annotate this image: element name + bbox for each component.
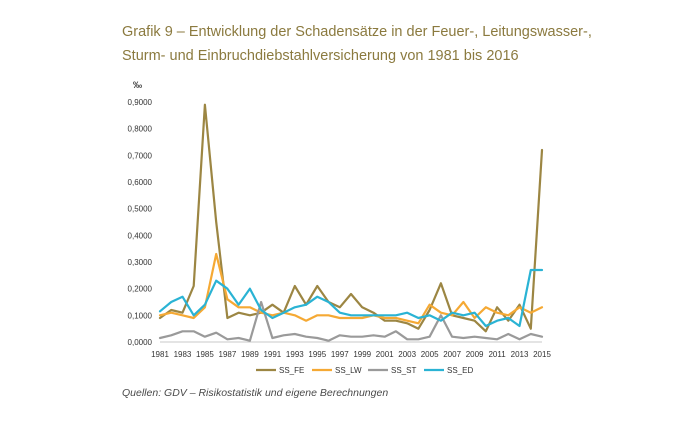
x-tick-label: 1989	[241, 350, 259, 359]
x-tick-label: 2007	[443, 350, 461, 359]
series-line-ss-fe	[158, 103, 544, 333]
y-tick-label: 0,7000	[128, 151, 153, 160]
series-line-ss-ed	[158, 268, 544, 328]
legend-label-ss-st: SS_ST	[391, 366, 416, 375]
y-tick-label: 0,6000	[128, 178, 153, 187]
x-tick-label: 2001	[376, 350, 394, 359]
y-tick-label: 0,8000	[128, 125, 153, 134]
x-tick-label: 1985	[196, 350, 214, 359]
x-tick-label: 2003	[398, 350, 416, 359]
x-tick-label: 2009	[466, 350, 484, 359]
y-tick-label: 0,0000	[128, 338, 153, 347]
series-line-ss-st	[158, 300, 544, 342]
x-tick-label: 2005	[421, 350, 439, 359]
y-tick-label: 0,9000	[128, 98, 153, 107]
y-tick-label: 0,3000	[128, 258, 153, 267]
x-tick-label: 1997	[331, 350, 349, 359]
chart-title: Grafik 9 – Entwicklung der Schadensätze …	[122, 20, 622, 68]
source-note: Quellen: GDV – Risikostatistik und eigen…	[122, 387, 389, 399]
chart-title-line-1: Grafik 9 – Entwicklung der Schadensätze …	[122, 24, 592, 40]
x-tick-label: 1995	[308, 350, 326, 359]
y-tick-label: 0,5000	[128, 205, 153, 214]
x-tick-label: 1987	[219, 350, 237, 359]
x-tick-label: 1999	[353, 350, 371, 359]
y-tick-label: 0,2000	[128, 285, 153, 294]
x-tick-label: 1991	[263, 350, 281, 359]
x-tick-label: 1993	[286, 350, 304, 359]
x-tick-label: 2013	[511, 350, 529, 359]
x-tick-label: 1981	[151, 350, 169, 359]
y-tick-label: 0,1000	[128, 311, 153, 320]
y-axis-unit-label: ‰	[133, 80, 142, 90]
legend-label-ss-fe: SS_FE	[279, 366, 304, 375]
legend-label-ss-ed: SS_ED	[447, 366, 473, 375]
x-tick-label: 2015	[533, 350, 551, 359]
legend-label-ss-lw: SS_LW	[335, 366, 362, 375]
chart-title-line-2: Sturm- und Einbruchdiebstahlversicherung…	[122, 48, 519, 64]
x-tick-label: 2011	[488, 350, 506, 359]
x-tick-label: 1983	[174, 350, 192, 359]
series-line-ss-lw	[158, 252, 544, 325]
y-tick-label: 0,4000	[128, 231, 153, 240]
